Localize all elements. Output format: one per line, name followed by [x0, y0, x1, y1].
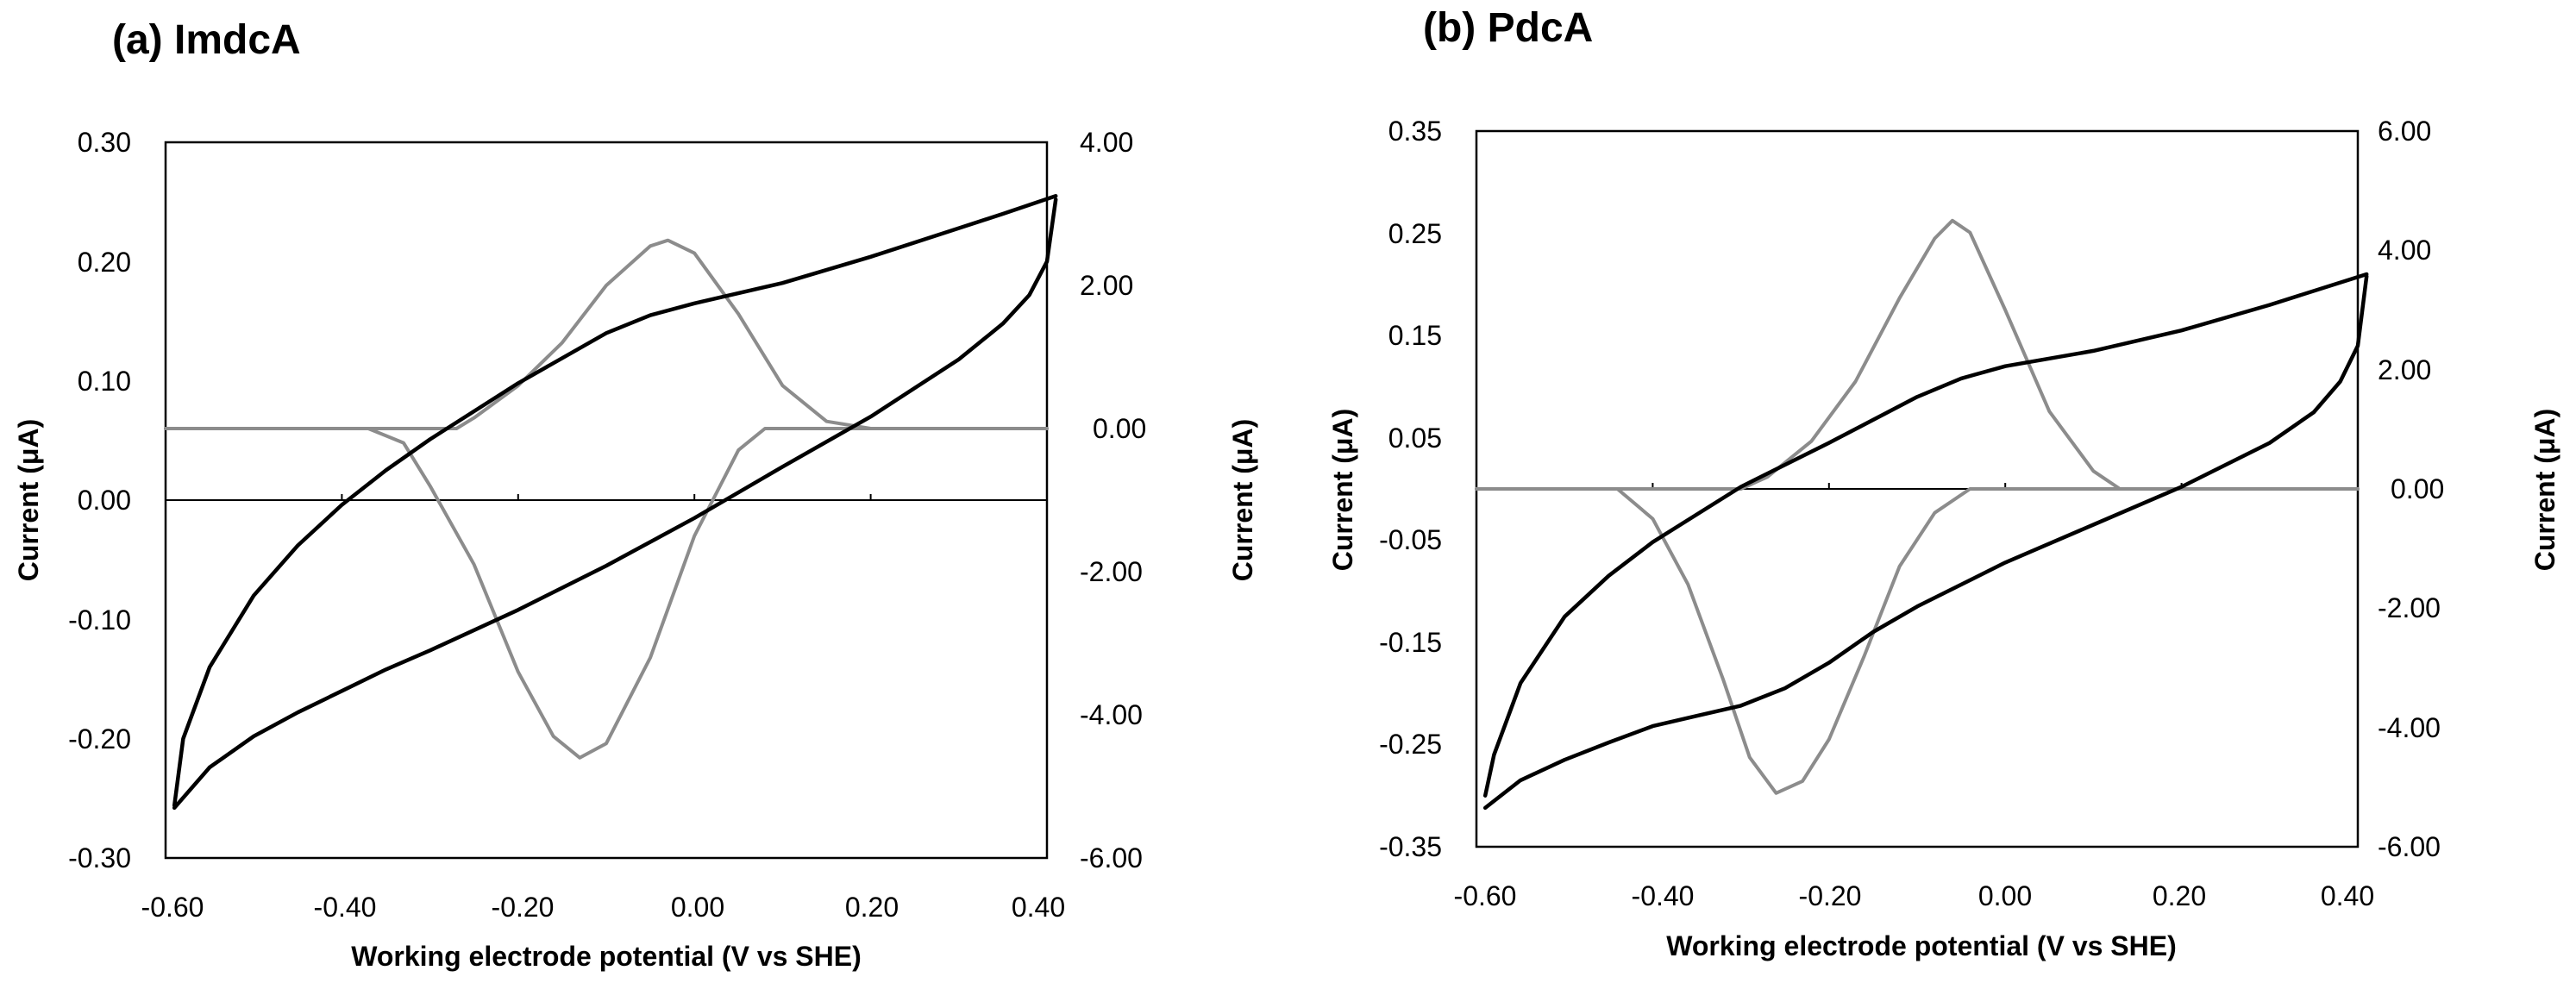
y-tick-label: 0.35: [1388, 116, 1442, 147]
series-line-cv-reverse-scan: [1482, 272, 2369, 798]
y2-tick-label: -2.00: [1080, 556, 1143, 587]
y-axis-ticks-a: 0.30 0.20 0.10 0.00 -0.10 -0.20 -0.30: [68, 127, 131, 873]
x-tick-label: 0.20: [845, 892, 899, 923]
x-tick-label: -0.20: [1799, 880, 1862, 911]
y2-axis-ticks-a: 4.00 2.00 0.00 -2.00 -4.00 -6.00: [1080, 127, 1146, 873]
x-tick-label: -0.60: [1454, 880, 1517, 911]
y-tick-label: -0.25: [1379, 729, 1442, 760]
y-tick-label: -0.05: [1379, 524, 1442, 555]
y-tick-label: -0.15: [1379, 627, 1442, 658]
x-axis-title-a: Working electrode potential (V vs SHE): [351, 941, 862, 972]
y2-tick-label: -6.00: [1080, 842, 1143, 873]
y2-tick-label: -2.00: [2378, 592, 2441, 623]
chart-title-a: (a) ImdcA: [112, 17, 301, 63]
y-tick-label: -0.20: [68, 723, 131, 754]
y-axis-ticks-b: 0.35 0.25 0.15 0.05 -0.05 -0.15 -0.25 -0…: [1379, 116, 1442, 862]
y2-axis-ticks-b: 6.00 4.00 2.00 0.00 -2.00 -4.00 -6.00: [2378, 116, 2444, 862]
y2-tick-label: 2.00: [1080, 270, 1133, 301]
y2-tick-label: 6.00: [2378, 116, 2431, 147]
chart-panel-a: (a) ImdcA 0.30 0.20 0.10 0.00 -0.10 -0.2…: [13, 17, 1258, 972]
y-tick-label: 0.15: [1388, 320, 1442, 351]
x-axis-title-b: Working electrode potential (V vs SHE): [1666, 930, 2177, 961]
y2-tick-label: 0.00: [1093, 413, 1146, 444]
y-tick-label: -0.30: [68, 842, 131, 873]
y-tick-label: 0.05: [1388, 423, 1442, 454]
plot-marks-b: [1475, 218, 2369, 811]
series-line-cv-forward-scan: [1482, 274, 2369, 811]
chart-title-b: (b) PdcA: [1423, 5, 1593, 51]
y-tick-label: -0.35: [1379, 831, 1442, 862]
series-line-baseline-subtracted-reduction-peak: [1475, 487, 2360, 795]
y2-tick-label: -4.00: [1080, 699, 1143, 730]
x-tick-label: 0.00: [1978, 880, 2032, 911]
series-line-cv-reverse-scan: [172, 194, 1058, 808]
y-axis-title-b: Current (μA): [1327, 409, 1358, 571]
series-line-baseline-subtracted-oxidation-peak: [164, 238, 1049, 430]
series-line-baseline-subtracted-oxidation-peak: [1475, 218, 2360, 491]
y2-tick-label: -6.00: [2378, 831, 2441, 862]
y-tick-label: 0.00: [78, 485, 131, 516]
y2-tick-label: -4.00: [2378, 712, 2441, 743]
y-tick-label: 0.10: [78, 366, 131, 397]
y-tick-label: -0.10: [68, 604, 131, 636]
y-tick-label: 0.20: [78, 247, 131, 278]
x-axis-ticks-b: -0.60 -0.40 -0.20 0.00 0.20 0.40: [1454, 880, 2375, 911]
y-tick-label: 0.25: [1388, 218, 1442, 249]
series-line-baseline-subtracted-reduction-peak: [164, 427, 1049, 760]
y2-tick-label: 2.00: [2378, 354, 2431, 385]
x-tick-label: 0.40: [1012, 892, 1065, 923]
x-tick-label: -0.20: [492, 892, 555, 923]
y-tick-label: 0.30: [78, 127, 131, 158]
x-tick-label: 0.40: [2321, 880, 2374, 911]
y2-tick-label: 4.00: [2378, 235, 2431, 266]
y2-tick-label: 4.00: [1080, 127, 1133, 158]
x-tick-label: -0.40: [314, 892, 377, 923]
x-tick-label: 0.00: [671, 892, 724, 923]
y2-tick-label: 0.00: [2391, 473, 2444, 504]
plot-marks-a: [164, 194, 1058, 811]
x-tick-label: -0.40: [1632, 880, 1695, 911]
series-line-cv-forward-scan: [172, 197, 1058, 811]
y-axis-title-a: Current (μA): [13, 419, 44, 581]
x-tick-label: 0.20: [2153, 880, 2206, 911]
y2-axis-title-b: Current (μA): [2529, 409, 2560, 571]
x-axis-ticks-a: -0.60 -0.40 -0.20 0.00 0.20 0.40: [141, 892, 1066, 923]
chart-panel-b: (b) PdcA 0.35 0.25 0.15 0.05 -0.05 -0.15…: [1327, 5, 2560, 961]
x-tick-label: -0.60: [141, 892, 204, 923]
y2-axis-title-a: Current (μA): [1227, 419, 1258, 581]
